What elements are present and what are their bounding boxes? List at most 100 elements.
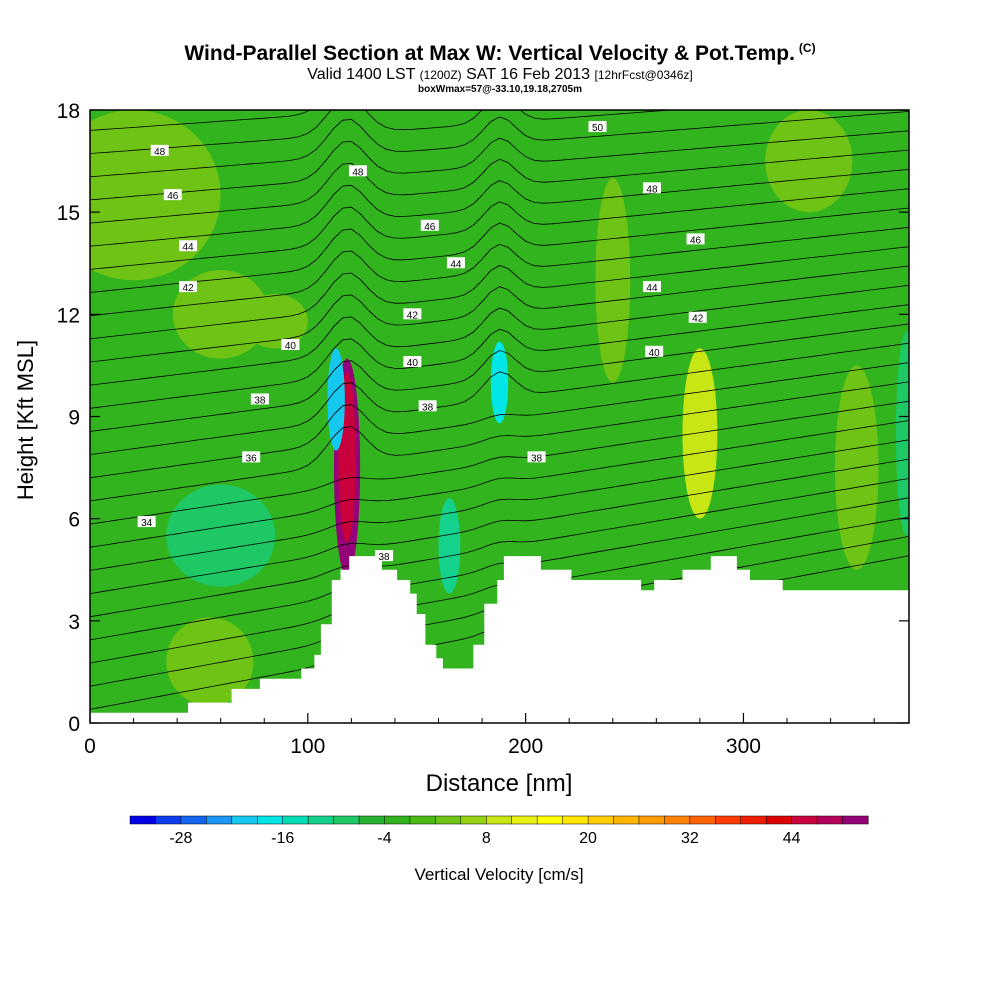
theta-label: 48 bbox=[150, 144, 169, 158]
theta-contour bbox=[90, 110, 677, 154]
theta-label-text: 38 bbox=[254, 395, 266, 406]
colorbar-tick-label: 20 bbox=[579, 830, 597, 847]
theta-contour bbox=[90, 284, 909, 386]
theta-contour bbox=[90, 188, 909, 270]
colorbar-tick-label: -28 bbox=[169, 830, 192, 847]
theta-label: 40 bbox=[403, 356, 422, 369]
chart-title: Wind-Parallel Section at Max W: Vertical… bbox=[0, 36, 1000, 66]
theta-label-text: 42 bbox=[182, 283, 194, 294]
title-block: Wind-Parallel Section at Max W: Vertical… bbox=[0, 36, 1000, 95]
theta-contour bbox=[90, 381, 909, 502]
valid-utc: (1200Z) bbox=[419, 68, 462, 82]
velocity-band bbox=[242, 293, 308, 349]
theta-label-text: 38 bbox=[378, 552, 390, 563]
theta-label-text: 46 bbox=[167, 191, 179, 202]
theta-contour bbox=[90, 226, 909, 317]
y-tick-label: 0 bbox=[68, 713, 80, 736]
theta-contour bbox=[90, 362, 909, 479]
colorbar-swatch bbox=[129, 815, 156, 825]
colorbar-swatch bbox=[231, 815, 258, 825]
x-tick-label: 0 bbox=[84, 735, 96, 758]
colorbar-swatch bbox=[638, 815, 665, 825]
colorbar-swatch bbox=[155, 815, 182, 825]
velocity-band bbox=[90, 110, 221, 281]
colorbar-swatch bbox=[562, 815, 589, 825]
theta-label-text: 38 bbox=[531, 453, 543, 464]
colorbar-swatch bbox=[791, 815, 818, 825]
colorbar-swatch bbox=[765, 815, 793, 825]
colorbar-swatch bbox=[689, 815, 716, 825]
colorbar-swatch bbox=[511, 815, 538, 825]
colorbar-swatch bbox=[740, 815, 767, 825]
theta-contour bbox=[90, 439, 909, 571]
theta-label-text: 50 bbox=[592, 123, 604, 134]
box-info: boxWmax=57@-33.10,19.18,2705m bbox=[417, 84, 583, 95]
theta-contour bbox=[90, 149, 909, 224]
colorbar-swatch bbox=[384, 815, 411, 825]
theta-label-text: 44 bbox=[182, 242, 194, 253]
velocity-cell bbox=[490, 341, 509, 424]
y-tick-label: 6 bbox=[68, 509, 80, 532]
theta-label-text: 48 bbox=[154, 147, 166, 158]
theta-label: 46 bbox=[686, 233, 705, 246]
colorbar-swatch bbox=[282, 815, 309, 825]
x-axis-label: Distance [nm] bbox=[426, 770, 573, 797]
colorbar-swatch bbox=[486, 815, 513, 825]
theta-contour bbox=[90, 478, 909, 618]
y-tick-label: 9 bbox=[68, 407, 80, 430]
copyright-mark: (C) bbox=[798, 41, 816, 55]
theta-label: 42 bbox=[179, 281, 198, 294]
theta-label: 38 bbox=[418, 400, 437, 413]
theta-label-text: 40 bbox=[285, 341, 297, 352]
theta-label: 38 bbox=[527, 451, 546, 464]
x-tick-label: 200 bbox=[508, 735, 543, 758]
theta-contour bbox=[90, 246, 909, 340]
theta-label: 46 bbox=[163, 189, 182, 202]
velocity-band bbox=[172, 270, 269, 359]
colorbar-swatch bbox=[536, 815, 564, 825]
colorbar-swatch bbox=[333, 815, 360, 825]
theta-label: 40 bbox=[645, 345, 664, 359]
theta-label-text: 36 bbox=[246, 453, 258, 464]
velocity-band bbox=[765, 110, 853, 213]
colorbar-swatch bbox=[715, 815, 742, 825]
theta-label: 38 bbox=[375, 550, 394, 563]
valid-prefix: Valid 1400 LST bbox=[307, 66, 416, 83]
theta-contour bbox=[90, 265, 909, 363]
theta-label: 42 bbox=[688, 311, 707, 325]
theta-contour bbox=[90, 458, 909, 594]
theta-label: 44 bbox=[642, 281, 661, 294]
theta-label: 38 bbox=[250, 393, 269, 406]
theta-label-text: 42 bbox=[407, 310, 419, 321]
velocity-cell bbox=[327, 348, 345, 451]
theta-label: 50 bbox=[588, 121, 607, 134]
theta-label: 44 bbox=[179, 240, 198, 253]
valid-time: Valid 1400 LST (1200Z) SAT 16 Feb 2013 [… bbox=[0, 66, 1000, 84]
theta-contour bbox=[90, 400, 909, 525]
theta-label-text: 40 bbox=[649, 348, 661, 359]
theta-label-text: 38 bbox=[422, 402, 434, 413]
colorbar-swatch bbox=[435, 815, 462, 825]
colorbar-tick-label: 32 bbox=[681, 830, 699, 847]
theta-label: 44 bbox=[446, 257, 465, 270]
y-tick-label: 15 bbox=[57, 202, 80, 225]
colorbar-swatch bbox=[816, 815, 844, 825]
forecast-info: [12hrFcst@0346z] bbox=[594, 68, 693, 82]
colorbar-swatch bbox=[206, 815, 233, 825]
colorbar-swatch bbox=[358, 815, 386, 825]
theta-label: 34 bbox=[137, 516, 156, 529]
colorbar-swatch bbox=[307, 815, 335, 825]
theta-label-text: 46 bbox=[690, 235, 702, 246]
colorbar-swatch bbox=[613, 815, 640, 825]
colorbar-swatch bbox=[180, 815, 207, 825]
colorbar-swatch bbox=[460, 815, 487, 825]
x-tick-label: 100 bbox=[290, 735, 325, 758]
theta-label: 48 bbox=[642, 182, 661, 195]
y-axis-label: Height [Kft MSL] bbox=[13, 340, 38, 500]
chart-title-text: Wind-Parallel Section at Max W: Vertical… bbox=[184, 42, 795, 65]
velocity-cell bbox=[438, 498, 461, 594]
terrain bbox=[90, 556, 909, 723]
theta-contour bbox=[90, 130, 909, 201]
theta-contour bbox=[90, 323, 909, 432]
theta-label-text: 34 bbox=[141, 518, 153, 529]
